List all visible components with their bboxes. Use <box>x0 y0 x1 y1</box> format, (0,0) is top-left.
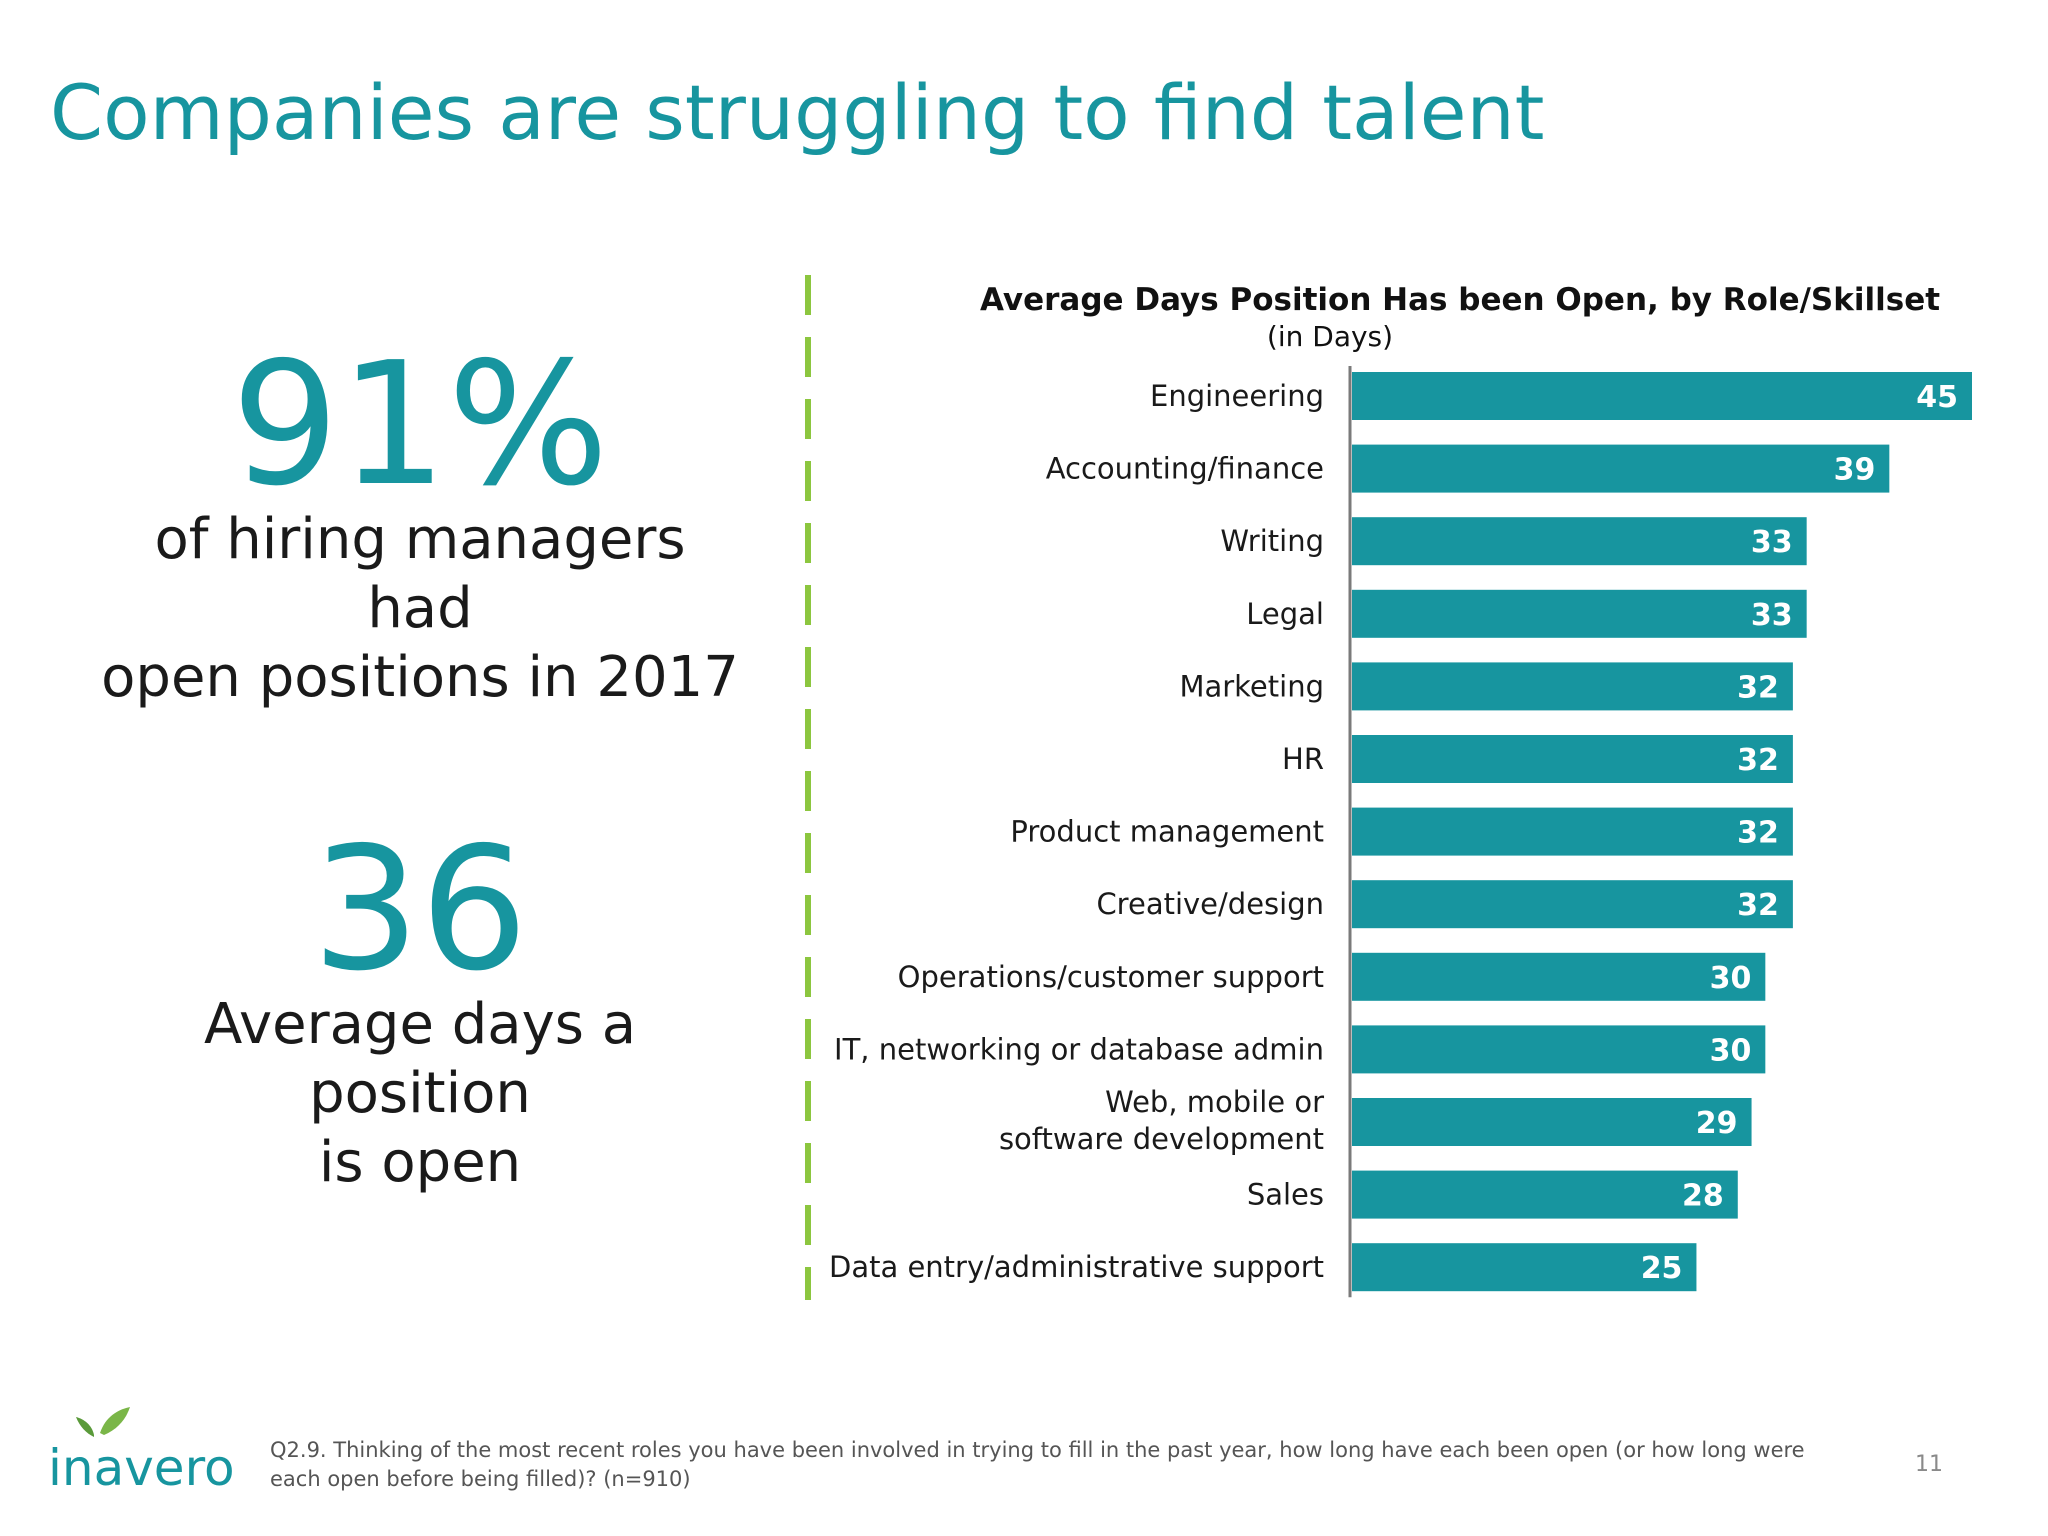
bar <box>1352 952 1766 1001</box>
inavero-logo: inavero <box>48 1407 235 1495</box>
bar <box>1352 1243 1697 1292</box>
bar <box>1352 662 1793 711</box>
category-label: Creative/design <box>1096 887 1324 921</box>
category-label: IT, networking or database admin <box>834 1032 1324 1066</box>
bar <box>1352 517 1807 566</box>
category-label: Web, mobile or software development <box>999 1085 1324 1156</box>
bar <box>1352 372 1972 420</box>
dashed-divider <box>805 275 811 1300</box>
category-label: Accounting/finance <box>1046 452 1324 486</box>
category-label: Writing <box>1220 524 1324 558</box>
bar <box>1352 1098 1752 1146</box>
bar <box>1352 1170 1738 1219</box>
chart-plot: 45 Engineering 39 Accounting/finance 33 Writi… <box>829 366 1972 1298</box>
data-label: 25 <box>1641 1251 1683 1286</box>
stat-description-line: is open <box>318 1130 522 1195</box>
bar <box>1352 444 1890 493</box>
chart-subtitle: (in Days) <box>1266 320 1394 353</box>
leaf-icon <box>76 1407 130 1437</box>
stat-description-line: Average days a position <box>203 992 637 1126</box>
bar <box>1352 1025 1766 1074</box>
page-number: 11 <box>1915 1452 1943 1477</box>
bar-chart: Average Days Position Has been Open, by … <box>820 270 2020 1320</box>
data-label: 32 <box>1737 816 1779 851</box>
bar <box>1352 589 1807 638</box>
data-label: 32 <box>1737 743 1779 778</box>
stat-description-hiring-managers: of hiring managers had open positions in… <box>100 505 740 712</box>
category-label: Product management <box>1010 815 1324 849</box>
bar <box>1352 735 1793 783</box>
data-label: 33 <box>1751 598 1793 633</box>
survey-footnote: Q2.9. Thinking of the most recent roles … <box>270 1438 1805 1491</box>
stat-description-line: of hiring managers had <box>154 507 686 641</box>
stat-value-average-days: 36 <box>311 811 529 1009</box>
data-label: 45 <box>1916 380 1958 415</box>
data-label: 30 <box>1710 961 1752 996</box>
slide-title: Companies are struggling to find talent <box>50 68 1545 157</box>
data-label: 30 <box>1710 1033 1752 1068</box>
stat-description-average-days: Average days a position is open <box>100 990 740 1197</box>
category-label: Legal <box>1246 597 1324 631</box>
stat-description-line: open positions in 2017 <box>101 645 739 710</box>
chart-title: Average Days Position Has been Open, by … <box>980 282 1941 318</box>
category-label: Engineering <box>1150 379 1324 413</box>
category-label: Data entry/administrative support <box>829 1250 1324 1284</box>
category-label: Sales <box>1247 1178 1324 1212</box>
data-label: 32 <box>1737 670 1779 705</box>
category-label: HR <box>1282 742 1324 776</box>
category-label: Marketing <box>1179 669 1324 703</box>
logo-wordmark: inavero <box>48 1439 235 1495</box>
data-label: 28 <box>1682 1179 1724 1214</box>
data-label: 32 <box>1737 888 1779 923</box>
bar <box>1352 807 1793 856</box>
data-label: 33 <box>1751 525 1793 560</box>
data-label: 29 <box>1696 1106 1738 1141</box>
category-label: Operations/customer support <box>898 960 1324 994</box>
bar <box>1352 880 1793 929</box>
data-label: 39 <box>1834 453 1876 488</box>
stat-value-hiring-managers: 91% <box>231 326 609 524</box>
